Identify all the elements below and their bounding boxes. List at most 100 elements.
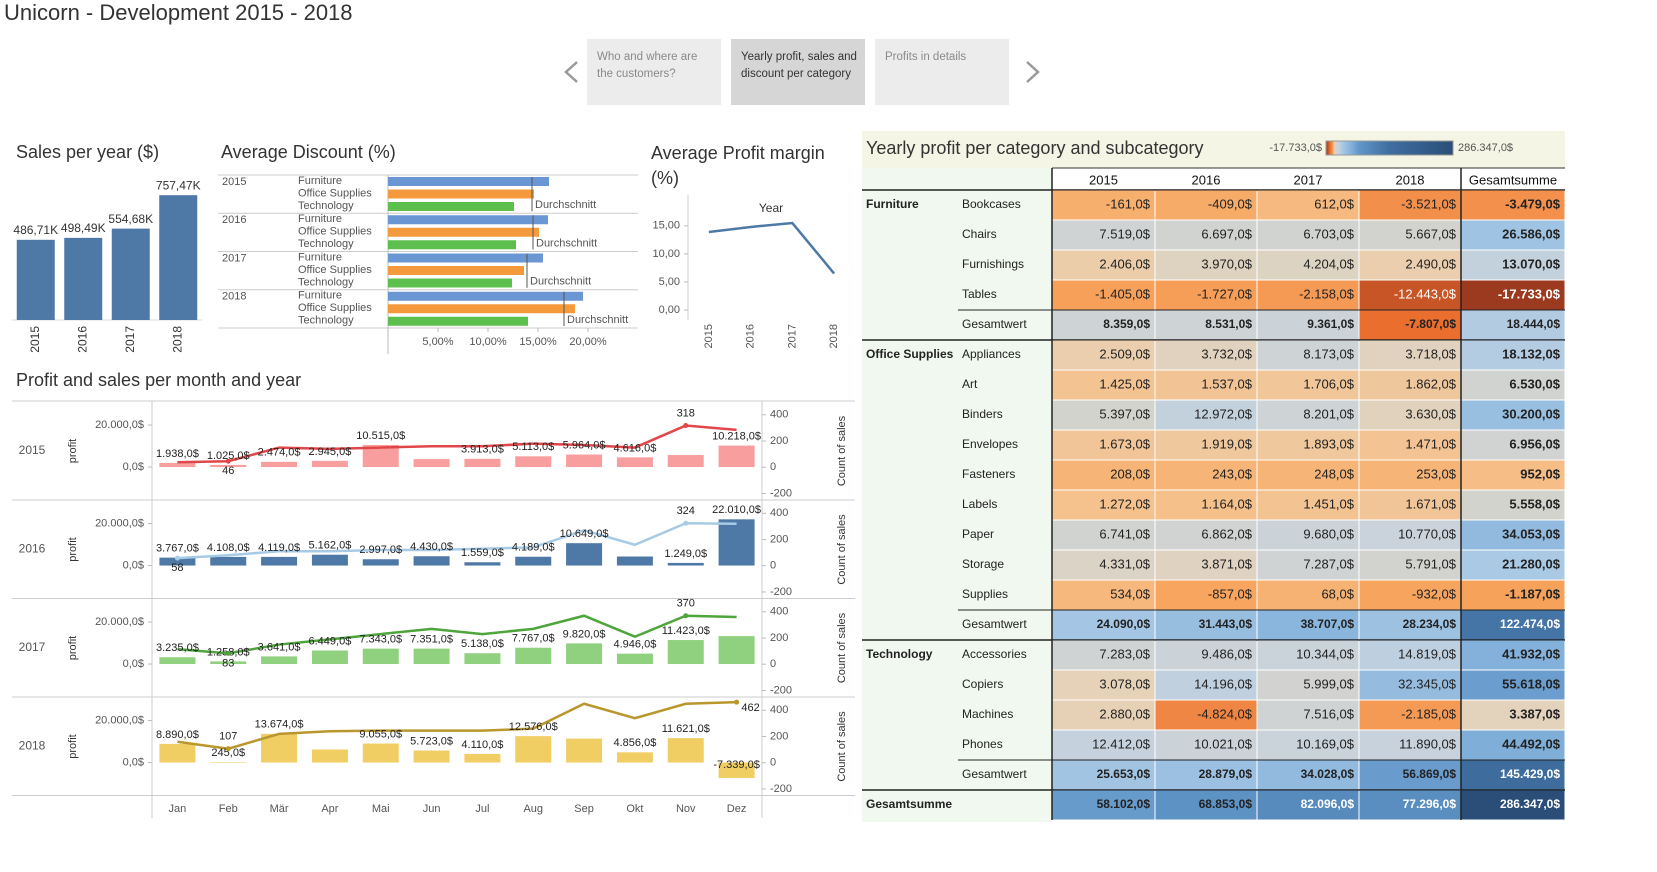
data-label: 5.162,0$ — [309, 540, 352, 552]
row-label: Bookcases — [962, 197, 1021, 211]
cell-value: 7.283,0$ — [1099, 646, 1150, 661]
cell — [1052, 220, 1155, 250]
cell-value: 7.516,0$ — [1303, 706, 1354, 721]
data-label: 4.430,0$ — [410, 541, 453, 553]
y-tick-label: 20.000,0$ — [95, 517, 144, 529]
cell — [1257, 490, 1359, 520]
cell-value: 9.486,0$ — [1201, 646, 1252, 661]
legend-min: -17.733,0$ — [1269, 142, 1322, 154]
column-header: 2016 — [1192, 172, 1221, 187]
cell — [1052, 340, 1155, 370]
y2-axis-label: Count of sales — [836, 415, 848, 486]
data-label: 245,0$ — [211, 747, 245, 759]
cell-value: 145.429,0$ — [1500, 767, 1560, 781]
bar — [362, 559, 399, 566]
cell — [1257, 250, 1359, 280]
cell — [1359, 580, 1461, 610]
cell — [1155, 760, 1257, 790]
chart-title: Profit and sales per month and year — [16, 370, 301, 390]
cell-value: 2.406,0$ — [1099, 256, 1150, 271]
data-label: 1.249,0$ — [664, 548, 707, 560]
cell-value: 8.359,0$ — [1103, 317, 1150, 331]
point — [225, 650, 231, 656]
cell-value: 4.331,0$ — [1099, 556, 1150, 571]
bar — [464, 753, 501, 763]
bar — [667, 738, 704, 763]
nav-tab[interactable]: Yearly profit, sales and discount per ca… — [731, 39, 865, 105]
data-label: 83 — [222, 657, 234, 669]
row-label: Gesamtwert — [962, 767, 1027, 781]
cell-value: -1.405,0$ — [1095, 286, 1151, 301]
cell — [1257, 370, 1359, 400]
cell — [1155, 340, 1257, 370]
table-title: Yearly profit per category and subcatego… — [866, 138, 1204, 158]
cell — [1155, 490, 1257, 520]
row-label: Appliances — [962, 347, 1021, 361]
cell-value: 41.932,0$ — [1502, 646, 1561, 661]
y-tick-label: 0,0$ — [123, 461, 144, 473]
cell-value: 32.345,0$ — [1398, 676, 1457, 691]
data-label: 58 — [171, 562, 183, 574]
row-label: Supplies — [962, 587, 1008, 601]
cell — [1155, 460, 1257, 490]
y-tick-label: 5,00 — [659, 276, 680, 288]
bar — [210, 556, 247, 566]
nav-prev[interactable] — [564, 61, 578, 83]
bar — [64, 237, 103, 320]
y2-tick-label: 400 — [770, 606, 788, 618]
point — [683, 613, 689, 619]
cell-value: 30.200,0$ — [1502, 406, 1561, 421]
row-label: Gesamtwert — [962, 317, 1027, 331]
x-tick-label: Nov — [676, 803, 696, 815]
cell-value: -932,0$ — [1412, 586, 1457, 601]
column-header: 2018 — [1396, 172, 1425, 187]
line — [177, 614, 737, 655]
bar — [388, 189, 534, 199]
x-tick-label: 2018 — [828, 324, 840, 348]
x-tick-label: Mai — [372, 803, 390, 815]
dashboard-title: Unicorn - Development 2015 - 2018 — [4, 0, 353, 25]
category-label: Technology — [298, 200, 354, 212]
bar — [362, 444, 399, 468]
x-tick-label: 2018 — [170, 326, 184, 353]
cell — [1359, 310, 1461, 340]
bar — [388, 177, 549, 186]
bar — [616, 653, 653, 665]
cell — [1359, 430, 1461, 460]
x-tick-label: Jul — [475, 803, 489, 815]
cell-value: 1.671,0$ — [1405, 496, 1456, 511]
y2-tick-label: -200 — [770, 487, 792, 499]
x-tick-label: 15,00% — [519, 336, 557, 348]
category-label: Furniture — [298, 290, 342, 302]
cell — [1359, 670, 1461, 700]
bar — [311, 650, 348, 665]
y2-tick-label: -200 — [770, 586, 792, 598]
row-label: Fasteners — [962, 467, 1015, 481]
y2-tick-label: 400 — [770, 409, 788, 421]
bar — [413, 459, 450, 468]
cell-value: 14.819,0$ — [1398, 646, 1457, 661]
bar — [616, 752, 653, 763]
cell-value: 253,0$ — [1416, 466, 1457, 481]
cell — [1257, 340, 1359, 370]
nav-tab[interactable]: Who and where are the customers? — [587, 39, 721, 105]
line — [177, 522, 737, 560]
x-tick-label: Okt — [626, 803, 643, 815]
data-label: 554,68K — [108, 212, 153, 226]
bar — [566, 454, 603, 468]
y2-tick-label: 200 — [770, 533, 788, 545]
point — [225, 458, 231, 464]
cell-value: 6.862,0$ — [1201, 526, 1252, 541]
category-column-bg — [862, 168, 1052, 822]
nav-tab[interactable]: Profits in details — [875, 39, 1009, 105]
cell-value: 5.791,0$ — [1405, 556, 1456, 571]
point — [174, 555, 180, 561]
nav-next[interactable] — [1026, 61, 1040, 83]
cell — [1155, 220, 1257, 250]
cell-value: -1.187,0$ — [1505, 586, 1561, 601]
category-label: Office Supplies — [298, 264, 372, 276]
cell — [1257, 220, 1359, 250]
cell — [1155, 580, 1257, 610]
cell-value: 25.653,0$ — [1097, 767, 1151, 781]
